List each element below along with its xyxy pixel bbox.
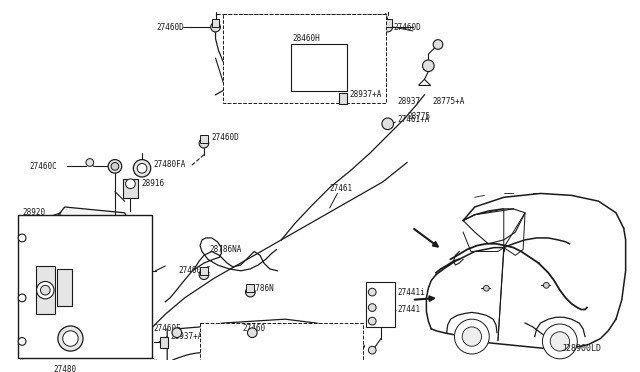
Text: 28460H: 28460H xyxy=(292,34,320,43)
Bar xyxy=(200,267,208,275)
Circle shape xyxy=(462,327,481,346)
Circle shape xyxy=(18,294,26,302)
Circle shape xyxy=(543,282,549,288)
Text: 28920: 28920 xyxy=(22,208,45,217)
Circle shape xyxy=(211,22,220,32)
Text: 27480FA: 27480FA xyxy=(154,160,186,169)
Circle shape xyxy=(125,179,135,189)
Circle shape xyxy=(137,163,147,173)
Bar xyxy=(212,19,220,27)
Text: J28900LD: J28900LD xyxy=(562,344,602,353)
Bar xyxy=(367,282,396,327)
Text: 28937+A: 28937+A xyxy=(349,90,381,99)
Bar xyxy=(384,19,392,27)
Bar xyxy=(339,93,347,105)
Text: 27460D: 27460D xyxy=(157,23,184,32)
Circle shape xyxy=(199,138,209,148)
Circle shape xyxy=(483,285,489,291)
Circle shape xyxy=(369,317,376,325)
Text: 27460E: 27460E xyxy=(154,324,181,333)
Circle shape xyxy=(36,282,54,299)
Circle shape xyxy=(86,158,93,166)
Circle shape xyxy=(40,285,50,295)
Bar xyxy=(291,45,347,91)
Text: 27460D: 27460D xyxy=(212,133,239,142)
Text: 28786N: 28786N xyxy=(246,284,275,293)
Circle shape xyxy=(108,160,122,173)
Circle shape xyxy=(543,324,577,359)
Text: 27460C: 27460C xyxy=(30,162,58,171)
Text: 28937+A: 28937+A xyxy=(170,332,202,341)
Text: 27441: 27441 xyxy=(397,305,420,314)
Circle shape xyxy=(383,22,392,32)
Circle shape xyxy=(58,326,83,351)
Circle shape xyxy=(246,287,255,297)
Text: 28775: 28775 xyxy=(407,112,430,121)
Text: 27461: 27461 xyxy=(330,184,353,193)
Circle shape xyxy=(133,160,151,177)
Text: 28937: 28937 xyxy=(397,97,420,106)
Circle shape xyxy=(63,331,78,346)
Bar xyxy=(161,337,168,348)
Circle shape xyxy=(18,337,26,345)
Bar xyxy=(246,284,254,292)
Text: 27460+C: 27460+C xyxy=(179,266,211,275)
Circle shape xyxy=(18,234,26,242)
Text: 28916: 28916 xyxy=(141,179,164,188)
Bar xyxy=(200,323,362,372)
Circle shape xyxy=(248,328,257,337)
Circle shape xyxy=(382,118,394,129)
Polygon shape xyxy=(32,207,136,352)
Circle shape xyxy=(199,270,209,279)
Circle shape xyxy=(369,346,376,354)
Text: 27461+A: 27461+A xyxy=(397,115,429,124)
Circle shape xyxy=(422,60,434,71)
Text: 28775+A: 28775+A xyxy=(432,97,465,106)
Bar xyxy=(223,13,386,103)
Text: 28786NA: 28786NA xyxy=(210,245,242,254)
Circle shape xyxy=(550,332,570,351)
Bar xyxy=(36,266,55,314)
Circle shape xyxy=(369,304,376,311)
Bar xyxy=(123,179,138,198)
Circle shape xyxy=(454,319,489,354)
Circle shape xyxy=(369,288,376,296)
Bar xyxy=(18,215,152,358)
Text: 27441i: 27441i xyxy=(397,288,425,296)
Circle shape xyxy=(172,328,182,337)
Text: 27460: 27460 xyxy=(243,324,266,333)
Bar xyxy=(200,135,208,143)
Text: 27460D: 27460D xyxy=(394,23,421,32)
Text: 27480: 27480 xyxy=(53,365,76,372)
Bar xyxy=(57,269,72,306)
Circle shape xyxy=(111,163,119,170)
Circle shape xyxy=(433,40,443,49)
